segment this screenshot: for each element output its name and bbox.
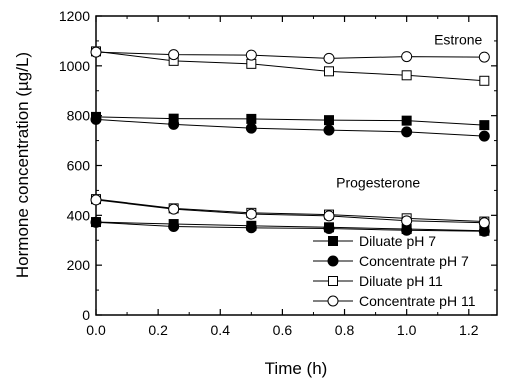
y-tick-label: 1200 [59,8,90,24]
y-tick-label: 600 [67,158,91,174]
data-point-concentrate-ph-7-progesterone [245,222,257,234]
y-tick-label: 0 [82,307,90,323]
plot-frame [95,15,498,316]
y-tick-label: 200 [67,257,91,273]
legend-marker [327,295,339,307]
y-axis-title: Hormone concentration (µg/L) [13,52,32,278]
legend-marker [328,276,338,286]
data-point-concentrate-ph-11-estrone [323,52,335,64]
x-tick-label: 0.0 [86,322,106,338]
data-point-diluate-ph-7-estrone [323,115,334,126]
data-point-diluate-ph-7-estrone [401,115,412,126]
data-point-concentrate-ph-11-estrone [478,51,490,63]
series-line-concentrate-ph-11-estrone [95,51,485,59]
legend: Diluate pH 7 Concentrate pH 7 Diluate pH 1… [313,233,476,309]
legend-label: Concentrate pH 7 [359,253,469,269]
data-point-diluate-ph-11-estrone [246,58,257,69]
data-point-concentrate-ph-11-estrone [401,51,413,63]
series-line-concentrate-ph-7-progesterone [95,221,485,232]
data-point-diluate-ph-11-estrone [401,70,412,81]
annotation-label: Progesterone [336,174,420,190]
x-tick-label: 0.4 [211,322,231,338]
data-point-concentrate-ph-7-estrone [401,126,413,138]
legend-label: Diluate pH 11 [359,273,443,289]
data-point-concentrate-ph-7-estrone [478,130,490,142]
series-line-concentrate-ph-7-estrone [95,118,485,137]
legend-label: Concentrate pH 11 [359,293,476,309]
x-tick-label: 0.2 [148,322,168,338]
data-point-diluate-ph-11-estrone [479,75,490,86]
data-point-concentrate-ph-11-progesterone [478,217,490,229]
data-point-concentrate-ph-11-estrone [245,49,257,61]
data-point-concentrate-ph-7-progesterone [90,216,102,228]
x-axis-title: Time (h) [265,359,328,378]
legend-marker [328,236,338,246]
annotation-label: Estrone [434,32,482,48]
x-tick-label: 0.6 [273,322,293,338]
annotations: Estrone Progesterone [336,32,482,191]
axis-ticks [95,15,497,316]
data-point-diluate-ph-7-estrone [479,120,490,131]
data-point-concentrate-ph-7-progesterone [323,223,335,235]
data-point-concentrate-ph-11-estrone [168,49,180,61]
series-line-concentrate-ph-11-progesterone [95,199,485,224]
tick-labels: 0.0 0.2 0.4 0.6 0.8 1.0 1.2 0 200 400 600 800 1000 12… [59,8,479,338]
data-point-concentrate-ph-7-progesterone [168,221,180,233]
data-point-concentrate-ph-11-progesterone [323,210,335,222]
x-tick-label: 1.0 [397,322,417,338]
data-point-concentrate-ph-11-progesterone [245,208,257,220]
series-line-diluate-ph-11-progesterone [95,198,485,223]
data-point-diluate-ph-7-estrone [246,113,257,124]
x-tick-label: 0.8 [335,322,355,338]
data-point-concentrate-ph-11-estrone [90,46,102,58]
data-point-concentrate-ph-11-progesterone [401,215,413,227]
legend-label: Diluate pH 7 [359,233,436,249]
data-point-concentrate-ph-7-estrone [90,113,102,125]
series-line-diluate-ph-7-progesterone [95,221,485,232]
series-lines [95,50,485,232]
legend-marker [327,255,339,267]
data-point-concentrate-ph-11-progesterone [168,203,180,215]
x-tick-label: 1.2 [459,322,479,338]
series-line-diluate-ph-11-estrone [95,50,485,82]
data-point-concentrate-ph-7-estrone [168,118,180,130]
series-line-diluate-ph-7-estrone [95,116,485,126]
series-markers [90,46,490,237]
y-tick-label: 800 [67,108,91,124]
data-point-diluate-ph-11-estrone [323,66,334,77]
y-tick-label: 1000 [59,58,90,74]
y-tick-label: 400 [67,207,91,223]
data-point-concentrate-ph-7-estrone [245,122,257,134]
data-point-concentrate-ph-11-progesterone [90,194,102,206]
plot-border [95,15,498,316]
data-point-concentrate-ph-7-estrone [323,124,335,136]
